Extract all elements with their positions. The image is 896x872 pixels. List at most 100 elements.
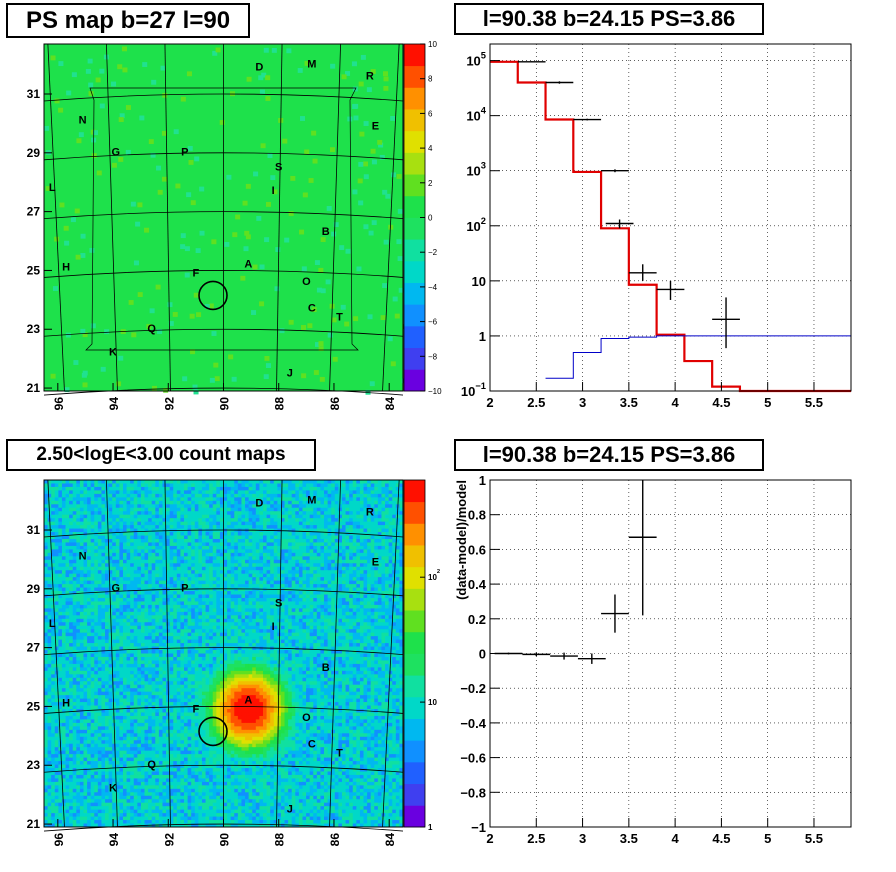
map-pixel <box>201 514 206 519</box>
map-pixel <box>119 608 124 613</box>
map-pixel <box>72 587 77 592</box>
map-pixel <box>298 538 303 543</box>
map-pixel <box>399 618 404 623</box>
map-pixel <box>205 622 210 627</box>
map-pixel <box>191 504 196 509</box>
map-pixel <box>377 497 382 502</box>
map-pixel <box>133 629 138 634</box>
map-pixel <box>374 521 379 526</box>
map-pixel <box>163 387 169 393</box>
map-pixel <box>219 542 224 547</box>
map-pixel <box>324 580 329 585</box>
map-pixel <box>97 570 102 575</box>
map-pixel <box>245 632 250 637</box>
map-pixel <box>291 480 296 484</box>
map-pixel <box>90 618 95 623</box>
map-pixel <box>341 618 346 623</box>
map-pixel <box>291 625 296 630</box>
map-pixel <box>313 493 318 498</box>
map-pixel <box>302 493 307 498</box>
map-pixel <box>112 601 117 606</box>
map-pixel <box>280 604 285 609</box>
map-pixel <box>61 486 66 491</box>
map-pixel <box>187 535 192 540</box>
map-pixel <box>320 577 325 582</box>
map-pixel <box>277 563 282 568</box>
map-pixel <box>162 597 167 602</box>
map-pixel <box>137 601 142 606</box>
map-pixel <box>331 518 336 523</box>
map-pixel <box>137 528 142 533</box>
map-pixel <box>334 584 339 588</box>
map-pixel <box>259 597 264 602</box>
map-pixel <box>245 490 250 495</box>
map-pixel <box>140 594 145 599</box>
map-pixel <box>162 480 167 484</box>
map-pixel <box>44 125 50 131</box>
map-pixel <box>95 77 101 83</box>
map-pixel <box>162 618 167 623</box>
map-pixel <box>234 549 239 554</box>
map-pixel <box>381 532 386 536</box>
map-pixel <box>320 549 325 554</box>
map-pixel <box>58 486 63 491</box>
map-pixel <box>137 563 142 568</box>
y-tick-label: 25 <box>27 263 41 277</box>
map-pixel <box>324 601 329 606</box>
map-pixel <box>252 514 257 519</box>
map-pixel <box>327 549 332 554</box>
map-pixel <box>151 525 156 529</box>
map-pixel <box>122 591 127 595</box>
map-pixel <box>61 493 66 498</box>
map-pixel <box>280 615 285 620</box>
map-pixel <box>248 587 253 592</box>
map-pixel <box>313 597 318 602</box>
map-pixel <box>83 507 88 512</box>
map-pixel <box>313 538 318 543</box>
map-pixel <box>47 566 52 571</box>
map-pixel <box>47 570 52 575</box>
map-pixel <box>140 597 145 602</box>
map-pixel <box>262 514 267 519</box>
map-pixel <box>324 625 329 630</box>
map-pixel <box>47 563 52 568</box>
map-pixel <box>399 528 404 533</box>
map-pixel <box>259 618 264 623</box>
map-pixel <box>166 591 171 595</box>
map-pixel <box>248 570 253 575</box>
map-pixel <box>69 480 74 484</box>
map-pixel <box>223 556 228 561</box>
map-pixel <box>105 587 110 592</box>
map-pixel <box>266 604 271 609</box>
map-pixel <box>155 542 160 547</box>
map-pixel <box>374 538 379 543</box>
map-pixel <box>349 570 354 575</box>
map-pixel <box>90 601 95 606</box>
map-pixel <box>351 61 357 67</box>
map-pixel <box>230 518 235 523</box>
map-pixel <box>284 597 289 602</box>
map-pixel <box>65 577 70 582</box>
map-pixel <box>302 497 307 502</box>
map-pixel <box>90 580 95 585</box>
map-pixel <box>69 497 74 502</box>
map-pixel <box>176 591 181 595</box>
map-pixel <box>320 570 325 575</box>
map-pixel <box>184 486 188 491</box>
map-pixel <box>144 591 149 595</box>
map-pixel <box>94 507 99 512</box>
map-pixel <box>399 549 404 554</box>
map-pixel <box>76 573 81 578</box>
coverage-outline <box>85 87 359 351</box>
map-pixel <box>309 601 314 606</box>
map-pixel <box>47 525 52 529</box>
map-pixel <box>255 591 260 595</box>
map-pixel <box>359 511 364 516</box>
map-pixel <box>166 594 171 599</box>
map-pixel <box>262 511 267 516</box>
map-pixel <box>266 552 271 557</box>
map-pixel <box>248 500 253 505</box>
map-pixel <box>112 608 117 613</box>
map-pixel <box>359 497 364 502</box>
map-pixel <box>144 594 149 599</box>
